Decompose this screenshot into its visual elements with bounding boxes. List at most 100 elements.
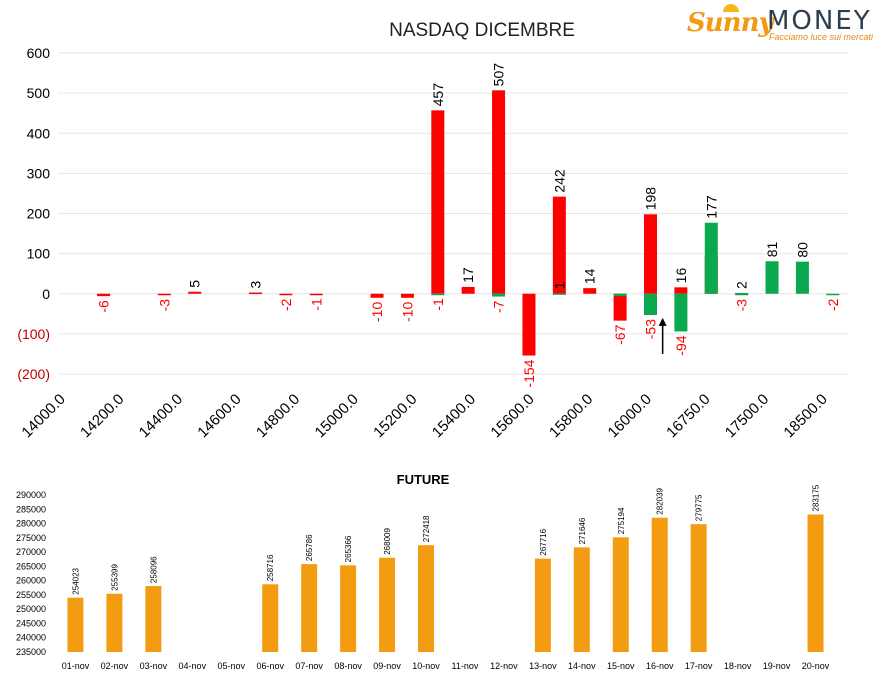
bar-red: [400, 293, 414, 298]
future-x-tick-label: 15-nov: [607, 661, 635, 671]
y-tick-label: 100: [27, 246, 51, 262]
future-bar: [262, 584, 279, 652]
data-label: -6: [612, 300, 628, 313]
x-tick-label: 17500.0: [722, 391, 772, 441]
future-y-tick-label: 285000: [16, 504, 46, 514]
bar-green: [826, 293, 840, 296]
data-label: 3: [248, 281, 264, 289]
y-tick-label: (200): [17, 366, 50, 382]
future-x-tick-label: 13-nov: [529, 661, 557, 671]
data-label: -53: [643, 319, 659, 339]
bar-red: [188, 291, 202, 294]
future-data-label: 258716: [266, 554, 275, 581]
future-x-tick-label: 11-nov: [452, 661, 479, 671]
future-bar: [106, 593, 123, 652]
bar-green: [735, 293, 749, 296]
future-y-tick-label: 265000: [16, 561, 46, 571]
future-data-label: 282039: [656, 487, 665, 514]
x-tick-label: 15000.0: [312, 391, 362, 441]
future-x-tick-label: 19-nov: [763, 661, 791, 671]
future-x-tick-label: 16-nov: [646, 661, 674, 671]
future-data-label: 258096: [149, 556, 158, 583]
y-tick-label: (100): [17, 326, 50, 342]
data-label: 81: [764, 241, 780, 257]
x-tick-label: 14000.0: [18, 391, 68, 441]
sunny-money-logo: Sunny MONEY Facciamo luce sui mercati: [683, 4, 883, 44]
x-tick-label: 16750.0: [663, 391, 713, 441]
future-price-chart: FUTURE 235000 240000 245000 250000 255000 2600…: [16, 472, 830, 671]
x-tick-label: 18500.0: [780, 391, 830, 441]
data-label: -3: [156, 299, 172, 312]
data-label: -2: [278, 298, 294, 311]
bar-red: [552, 196, 566, 294]
data-label: -10: [399, 302, 415, 322]
data-label: -1: [308, 298, 324, 311]
bar-green: [552, 293, 566, 295]
x-tick-label: 15800.0: [546, 391, 596, 441]
data-label: 80: [794, 242, 810, 258]
x-tick-label: 15200.0: [370, 391, 420, 441]
future-data-label: 254023: [71, 567, 80, 594]
bar-red: [97, 293, 111, 297]
bar-red: [431, 110, 445, 294]
data-label: 1: [551, 281, 567, 289]
future-x-tick-label: 20-nov: [802, 661, 830, 671]
future-bar: [301, 564, 318, 652]
x-tick-label: 15400.0: [429, 391, 479, 441]
bar-green: [613, 293, 627, 297]
bar-green: [492, 293, 506, 297]
logo-tagline: Facciamo luce sui mercati: [769, 32, 874, 42]
future-y-tick-label: 290000: [16, 490, 46, 500]
data-label: 16: [673, 268, 689, 284]
y-tick-label: 600: [27, 45, 51, 61]
future-bar: [340, 565, 357, 652]
future-y-tick-label: 275000: [16, 533, 46, 543]
future-bar: [67, 597, 84, 652]
bar-green: [431, 293, 445, 296]
future-bar: [612, 537, 629, 652]
future-x-tick-label: 08-nov: [334, 661, 362, 671]
future-x-tick-label: 06-nov: [256, 661, 284, 671]
future-data-label: 271646: [578, 517, 587, 544]
x-tick-label: 14400.0: [136, 391, 186, 441]
data-label: -10: [369, 302, 385, 322]
future-data-label: 267716: [539, 528, 548, 555]
data-label: -2: [825, 298, 841, 311]
future-bar: [418, 545, 435, 652]
data-label: 2: [734, 281, 750, 289]
future-x-tick-label: 04-nov: [179, 661, 207, 671]
bar-red: [613, 293, 627, 321]
bar-red: [279, 293, 293, 296]
bar-red: [309, 293, 323, 296]
future-x-tick-label: 09-nov: [373, 661, 401, 671]
future-y-tick-label: 255000: [16, 590, 46, 600]
x-tick-label: 14800.0: [253, 391, 303, 441]
x-tick-label: 16000.0: [605, 391, 655, 441]
logo-brand-money: MONEY: [767, 6, 872, 36]
future-data-label: 268009: [383, 528, 392, 555]
bar-red: [674, 287, 688, 294]
future-bar: [145, 586, 162, 652]
y-tick-label: 500: [27, 85, 51, 101]
y-tick-label: 300: [27, 165, 51, 181]
bar-green: [704, 222, 718, 294]
future-y-tick-label: 245000: [16, 618, 46, 628]
future-data-label: 265366: [344, 535, 353, 562]
x-tick-label: 15600.0: [487, 391, 537, 441]
y-tick-label: 0: [42, 286, 50, 302]
logo-brand-sunny: Sunny: [687, 8, 774, 38]
future-y-tick-label: 280000: [16, 519, 46, 529]
bar-green: [795, 261, 809, 294]
bar-red: [583, 288, 597, 294]
future-data-label: 255399: [110, 564, 119, 591]
data-label: -67: [612, 324, 628, 344]
bar-red: [644, 214, 657, 294]
future-x-tick-label: 18-nov: [724, 661, 752, 671]
future-y-tick-label: 240000: [16, 633, 46, 643]
data-label: 198: [643, 187, 659, 211]
data-label: 242: [551, 169, 567, 193]
future-data-label: 283175: [812, 484, 821, 511]
bar-red: [157, 293, 171, 296]
future-x-tick-label: 02-nov: [101, 661, 129, 671]
future-y-tick-label: 260000: [16, 576, 46, 586]
